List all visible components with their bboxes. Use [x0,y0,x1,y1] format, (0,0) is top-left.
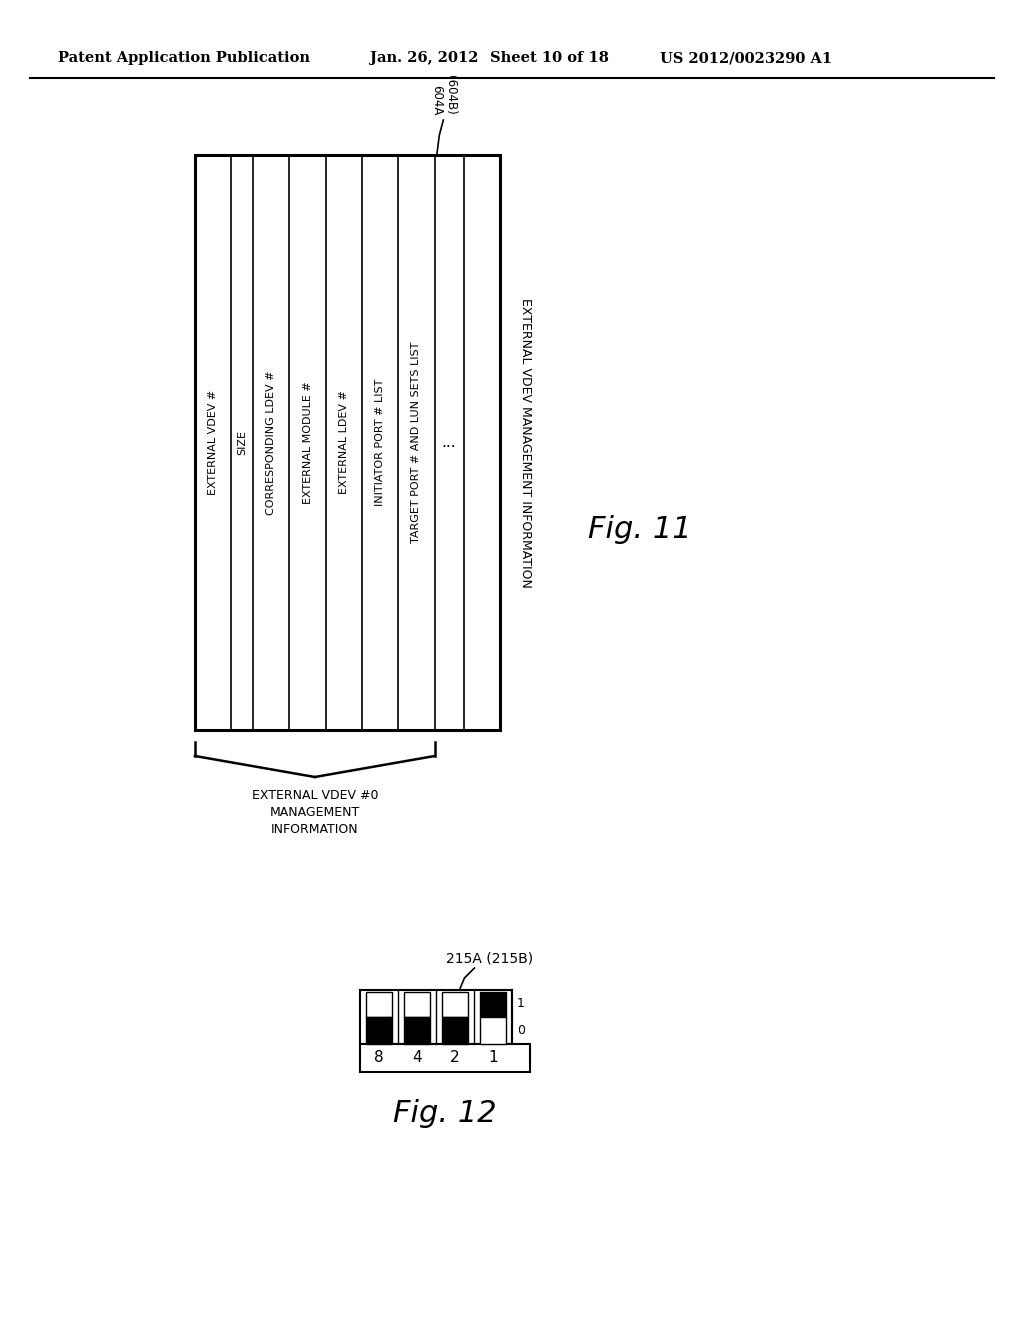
Text: TARGET PORT # AND LUN SETS LIST: TARGET PORT # AND LUN SETS LIST [412,342,422,544]
Bar [366,993,392,1016]
Text: Jan. 26, 2012: Jan. 26, 2012 [370,51,478,65]
Text: US 2012/0023290 A1: US 2012/0023290 A1 [660,51,833,65]
Text: 1: 1 [517,997,525,1010]
Text: INITIATOR PORT # LIST: INITIATOR PORT # LIST [375,379,385,506]
Text: 215A (215B): 215A (215B) [445,950,534,965]
Bar [480,993,506,1016]
Bar [360,1044,530,1072]
Text: Sheet 10 of 18: Sheet 10 of 18 [490,51,609,65]
Text: (604B): (604B) [443,75,457,115]
Text: 604A: 604A [430,84,442,115]
Text: 1: 1 [488,1051,498,1065]
Text: 0: 0 [517,1024,525,1038]
Text: ...: ... [441,436,457,450]
Text: Patent Application Publication: Patent Application Publication [58,51,310,65]
Text: EXTERNAL VDEV #0: EXTERNAL VDEV #0 [252,789,378,803]
Text: Fig. 12: Fig. 12 [393,1100,497,1129]
Bar [404,993,430,1016]
Bar [404,1016,430,1044]
Bar [366,1016,392,1044]
Bar [360,990,512,1044]
Text: 2: 2 [451,1051,460,1065]
Bar [442,993,468,1016]
Text: CORRESPONDING LDEV #: CORRESPONDING LDEV # [266,370,276,515]
Text: 4: 4 [413,1051,422,1065]
Bar [195,154,500,730]
Text: 8: 8 [374,1051,384,1065]
Text: EXTERNAL VDEV #: EXTERNAL VDEV # [208,389,218,495]
Text: EXTERNAL VDEV MANAGEMENT INFORMATION: EXTERNAL VDEV MANAGEMENT INFORMATION [518,297,531,587]
Text: INFORMATION: INFORMATION [271,822,358,836]
Text: SIZE: SIZE [238,430,247,455]
Text: EXTERNAL MODULE #: EXTERNAL MODULE # [302,381,312,504]
Text: Fig. 11: Fig. 11 [588,516,692,544]
Bar [442,1016,468,1044]
Text: EXTERNAL LDEV #: EXTERNAL LDEV # [339,391,349,495]
Bar [480,1016,506,1044]
Text: MANAGEMENT: MANAGEMENT [269,807,360,818]
